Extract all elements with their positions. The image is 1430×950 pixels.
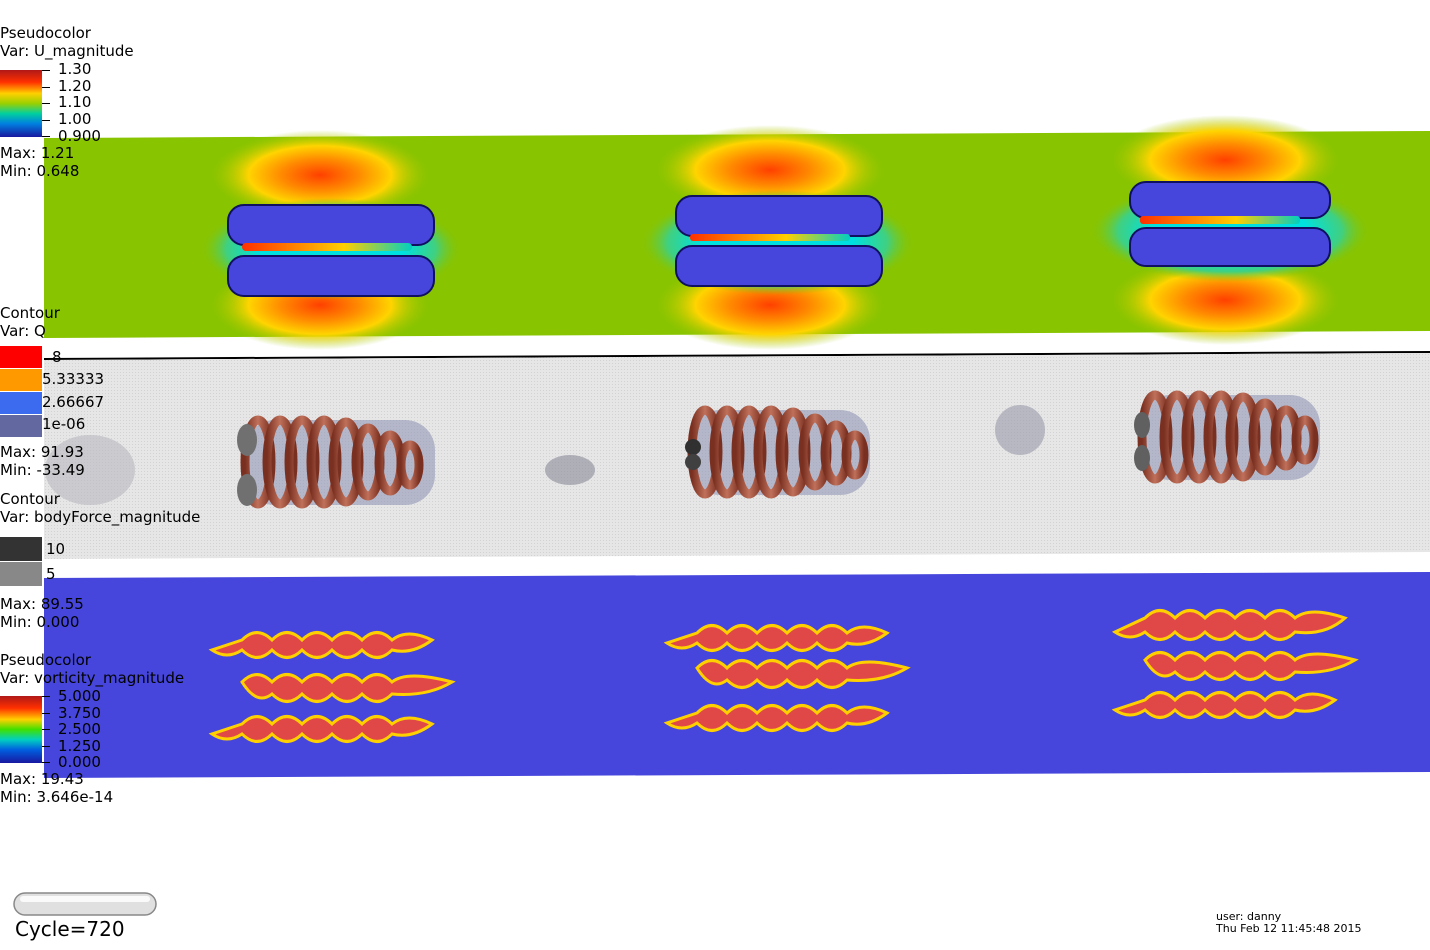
q-min: Min: -33.49 (0, 461, 85, 479)
q-turbine-2 (685, 405, 870, 499)
body-force-plot-type: Contour (0, 490, 60, 508)
cycle-label: Cycle=720 (15, 917, 125, 941)
vorticity-tick-label: 2.500 (58, 720, 101, 738)
u-tick-label: 1.10 (58, 93, 92, 111)
vorticity-panel (44, 572, 1430, 778)
body-force-level-swatch (0, 562, 42, 586)
panel-separator (43, 351, 1430, 360)
vorticity-tick-label: 5.000 (58, 687, 101, 705)
u-magnitude-plot-type: Pseudocolor (0, 24, 91, 42)
date-label: Thu Feb 12 11:45:48 2015 (1216, 922, 1362, 935)
velocity-turbine-1 (200, 130, 462, 350)
velocity-magnitude-panel (44, 115, 1430, 350)
vorticity-min: Min: 3.646e-14 (0, 788, 114, 806)
vorticity-tick-label: 1.250 (58, 737, 101, 755)
body-force-level-label: 10 (46, 540, 66, 558)
body-force-max: Max: 89.55 (0, 595, 84, 613)
q-level-label: 5.33333 (42, 370, 105, 388)
q-turbine-3 (1134, 390, 1320, 484)
q-level-label: 8 (52, 348, 62, 366)
vorticity-turbine-3 (1111, 609, 1359, 719)
q-level-swatch (0, 415, 42, 437)
body-force-var: Var: bodyForce_magnitude (0, 508, 201, 526)
body-force-level-swatch (0, 537, 42, 561)
u-magnitude-min: Min: 0.648 (0, 162, 80, 180)
q-level-swatch (0, 369, 42, 391)
vorticity-tick-label: 0.000 (58, 753, 101, 771)
q-level-label: 2.66667 (42, 393, 105, 411)
q-max: Max: 91.93 (0, 443, 84, 461)
q-turbine-1 (237, 415, 435, 509)
q-level-label: 1e-06 (42, 415, 86, 433)
vorticity-turbine-1 (208, 631, 456, 743)
body-force-min: Min: 0.000 (0, 613, 80, 631)
q-plot-type: Contour (0, 304, 60, 322)
q-contour-panel (44, 353, 1430, 559)
q-level-swatch (0, 392, 42, 414)
vorticity-max: Max: 19.43 (0, 770, 84, 788)
u-tick-label: 1.00 (58, 110, 92, 128)
body-force-level-label: 5 (46, 565, 56, 583)
velocity-turbine-3 (1090, 115, 1370, 345)
u-tick-label: 1.20 (58, 77, 92, 95)
velocity-turbine-2 (640, 125, 915, 350)
time-slider-highlight (20, 896, 150, 902)
u-magnitude-max: Max: 1.21 (0, 144, 75, 162)
q-level-swatch (0, 346, 42, 368)
vorticity-var: Var: vorticity_magnitude (0, 669, 185, 687)
q-var: Var: Q (0, 322, 46, 340)
vorticity-plot-type: Pseudocolor (0, 651, 91, 669)
user-label: user: danny (1216, 910, 1282, 923)
u-tick-label: 1.30 (58, 60, 92, 78)
u-magnitude-colorbar (0, 70, 42, 137)
vorticity-turbine-2 (663, 624, 911, 732)
vorticity-colorbar (0, 696, 42, 763)
vorticity-tick-label: 3.750 (58, 704, 101, 722)
u-magnitude-var: Var: U_magnitude (0, 42, 134, 60)
u-tick-label: 0.900 (58, 127, 101, 145)
